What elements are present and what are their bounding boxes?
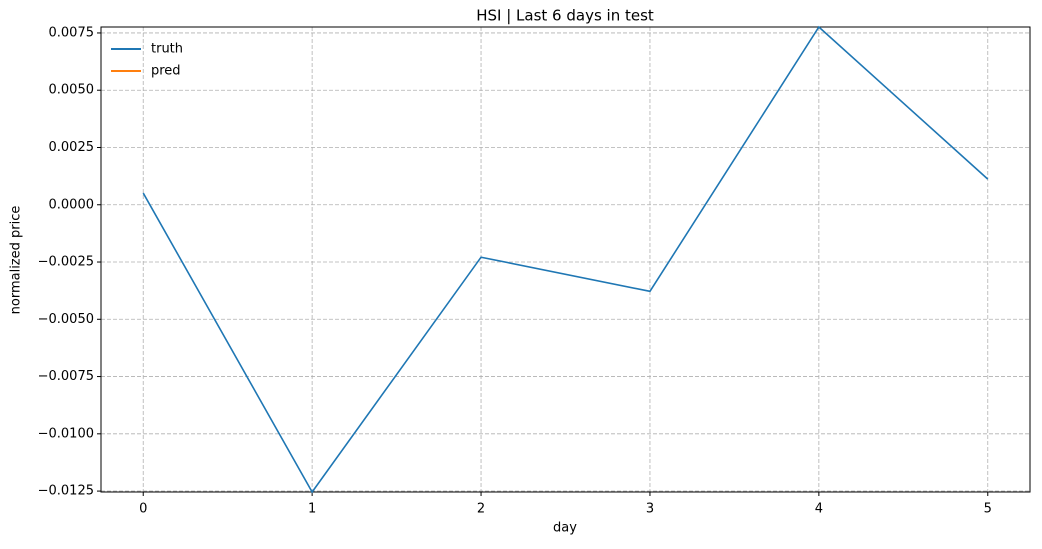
y-tick-label: 0.0025 bbox=[49, 140, 95, 155]
chart-title: HSI | Last 6 days in test bbox=[476, 7, 654, 25]
y-axis-label: normalized price bbox=[9, 206, 24, 315]
y-tick-label: −0.0100 bbox=[38, 426, 94, 441]
y-tick-label: −0.0125 bbox=[38, 484, 94, 499]
x-axis-label: day bbox=[553, 521, 577, 536]
x-tick-label: 3 bbox=[646, 502, 654, 517]
y-tick-label: 0.0050 bbox=[49, 83, 95, 98]
x-tick-label: 1 bbox=[308, 502, 316, 517]
y-tick-label: 0.0000 bbox=[49, 197, 95, 212]
y-tick-label: −0.0050 bbox=[38, 312, 94, 327]
legend-label: truth bbox=[151, 42, 183, 57]
legend-label: pred bbox=[151, 64, 181, 79]
y-tick-label: −0.0025 bbox=[38, 255, 94, 270]
x-tick-label: 0 bbox=[139, 502, 147, 517]
x-tick-label: 5 bbox=[984, 502, 992, 517]
y-tick-label: 0.0075 bbox=[49, 25, 95, 40]
y-tick-label: −0.0075 bbox=[38, 369, 94, 384]
data-line bbox=[142, 25, 989, 494]
plot-frame bbox=[100, 26, 1031, 493]
x-tick-label: 2 bbox=[477, 502, 485, 517]
x-tick-label: 4 bbox=[815, 502, 823, 517]
